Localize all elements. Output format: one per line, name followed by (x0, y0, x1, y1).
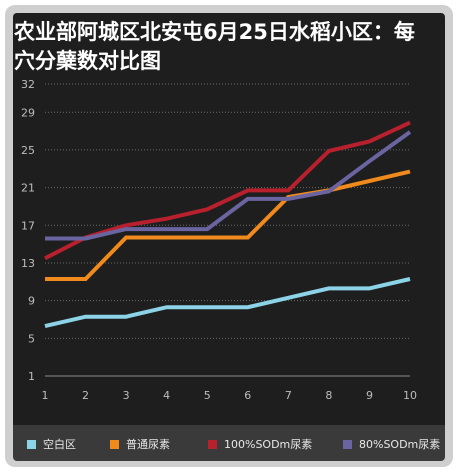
legend-label-3: 80%SODm尿素 (359, 438, 441, 451)
legend-label-0: 空白区 (43, 438, 76, 451)
y-tick-label-7: 29 (21, 106, 35, 119)
y-tick-label-4: 17 (21, 219, 35, 232)
x-tick-label-5: 6 (244, 389, 251, 402)
y-tick-label-8: 32 (21, 78, 35, 91)
x-tick-label-3: 4 (163, 389, 170, 402)
legend-label-1: 普通尿素 (126, 438, 170, 451)
series-line-1 (45, 169, 411, 281)
x-tick-label-2: 3 (123, 389, 130, 402)
y-tick-label-1: 5 (28, 332, 35, 345)
x-tick-label-1: 2 (82, 389, 89, 402)
chart-title: 农业部阿城区北安屯6月25日水稻小区：每 穴分蘖数对比图 (14, 20, 415, 73)
legend-swatch-1 (110, 439, 119, 449)
x-tick-label-4: 5 (204, 389, 211, 402)
x-tick-label-9: 10 (403, 389, 417, 402)
legend-item-2: 100%SODm尿素 (208, 436, 312, 452)
x-tick-label-8: 9 (366, 389, 373, 402)
y-tick-label-2: 9 (28, 295, 35, 308)
legend-swatch-3 (343, 439, 352, 449)
legend: 空白区 普通尿素 100%SODm尿素 80%SODm尿素 (13, 425, 445, 461)
x-tick-label-0: 1 (42, 389, 49, 402)
x-tick-label-7: 8 (325, 389, 332, 402)
series-line-2 (44, 120, 411, 261)
legend-item-3: 80%SODm尿素 (343, 436, 440, 452)
y-tick-label-6: 25 (21, 144, 35, 157)
chart-panel (13, 13, 445, 425)
series-line-0 (44, 277, 411, 329)
y-tick-label-3: 13 (21, 257, 35, 270)
chart-frame: 空白区 普通尿素 100%SODm尿素 80%SODm尿素 (5, 5, 453, 467)
y-tick-label-5: 21 (21, 182, 35, 195)
legend-label-2: 100%SODm尿素 (224, 438, 313, 451)
legend-item-1: 普通尿素 (110, 436, 170, 452)
y-tick-label-0: 1 (28, 370, 35, 383)
legend-item-0: 空白区 (27, 436, 76, 452)
legend-swatch-0 (27, 439, 36, 449)
legend-swatch-2 (208, 439, 217, 449)
x-tick-label-6: 7 (285, 389, 292, 402)
series-line-3 (45, 130, 412, 241)
